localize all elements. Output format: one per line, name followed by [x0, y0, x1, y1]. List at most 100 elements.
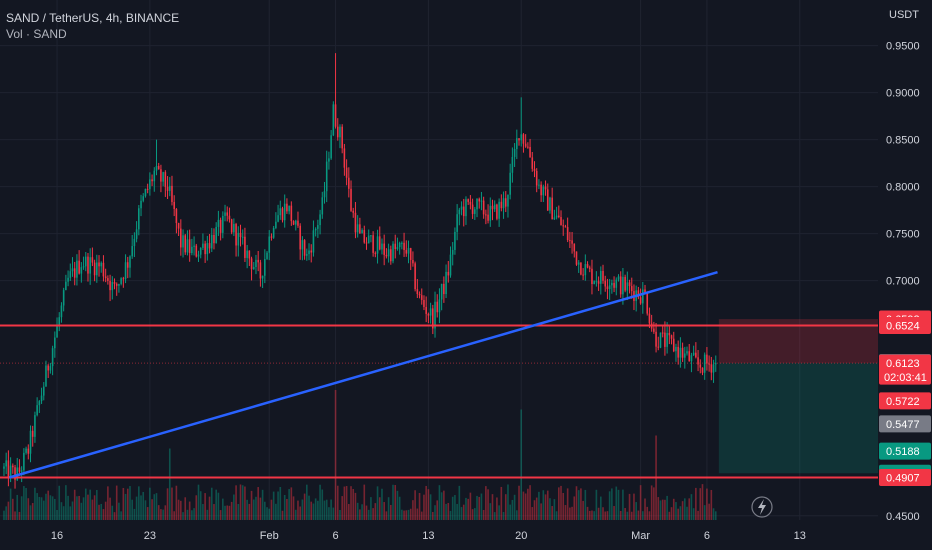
candle[interactable] [432, 304, 434, 335]
candle[interactable] [657, 336, 660, 351]
candle[interactable] [580, 262, 582, 276]
candle[interactable] [272, 225, 275, 239]
candle[interactable] [157, 162, 160, 170]
candle[interactable] [582, 268, 584, 281]
candle[interactable] [69, 263, 72, 281]
candle[interactable] [58, 312, 61, 332]
candle[interactable] [356, 215, 359, 238]
candle[interactable] [96, 254, 98, 283]
candle[interactable] [107, 275, 109, 285]
candle[interactable] [513, 143, 516, 167]
candle[interactable] [708, 355, 710, 372]
candle[interactable] [100, 261, 103, 273]
candle[interactable] [80, 262, 83, 283]
candle[interactable] [507, 194, 509, 218]
candle[interactable] [210, 227, 213, 253]
candle[interactable] [491, 199, 494, 221]
candle[interactable] [650, 314, 653, 332]
candle[interactable] [56, 317, 58, 338]
candle[interactable] [670, 334, 673, 345]
candle[interactable] [323, 181, 326, 204]
candle[interactable] [396, 237, 399, 251]
candle[interactable] [312, 220, 315, 257]
candle[interactable] [555, 206, 558, 220]
candle[interactable] [595, 271, 598, 287]
candle[interactable] [372, 231, 374, 257]
candle[interactable] [199, 247, 202, 259]
candle[interactable] [204, 240, 206, 263]
candle[interactable] [151, 174, 153, 187]
candle[interactable] [703, 352, 706, 380]
candle[interactable] [449, 246, 452, 278]
candle[interactable] [332, 101, 335, 137]
candle[interactable] [445, 264, 447, 299]
candle[interactable] [87, 252, 89, 282]
candle[interactable] [222, 211, 224, 239]
candle[interactable] [219, 217, 222, 241]
candle[interactable] [493, 200, 496, 212]
candle[interactable] [195, 243, 198, 258]
candle[interactable] [666, 322, 668, 354]
candle[interactable] [469, 195, 472, 210]
candle[interactable] [387, 243, 390, 263]
time-axis[interactable]: 16 23 Feb 6 13 20 Mar 6 13 [51, 530, 806, 542]
take-profit-zone[interactable] [718, 363, 878, 474]
candle[interactable] [529, 138, 531, 158]
candle[interactable] [653, 321, 655, 334]
candle[interactable] [423, 295, 425, 311]
candle[interactable] [317, 219, 319, 238]
candle[interactable] [504, 191, 507, 213]
candle[interactable] [482, 196, 485, 219]
candle[interactable] [224, 204, 226, 222]
candle[interactable] [341, 124, 343, 154]
candle[interactable] [71, 257, 74, 277]
candle[interactable] [584, 254, 587, 281]
candle[interactable] [429, 302, 432, 324]
candle[interactable] [109, 274, 111, 302]
candle[interactable] [575, 251, 578, 266]
candle[interactable] [129, 255, 131, 278]
candle[interactable] [250, 256, 253, 281]
candle[interactable] [710, 356, 713, 381]
candle[interactable] [255, 254, 257, 275]
candle[interactable] [524, 134, 527, 148]
candle[interactable] [18, 459, 21, 476]
candle[interactable] [314, 227, 317, 237]
candle[interactable] [566, 217, 569, 243]
candle[interactable] [367, 229, 370, 244]
candle[interactable] [701, 367, 704, 376]
candle[interactable] [509, 163, 511, 200]
candle[interactable] [591, 259, 593, 295]
candle[interactable] [540, 181, 542, 202]
candle[interactable] [93, 259, 96, 282]
candle[interactable] [516, 129, 518, 160]
candle[interactable] [354, 201, 357, 239]
candle[interactable] [241, 229, 244, 245]
candle[interactable] [149, 172, 151, 196]
candle[interactable] [467, 198, 469, 205]
candle[interactable] [489, 197, 492, 227]
candle[interactable] [180, 219, 182, 256]
candle[interactable] [642, 281, 644, 314]
candle[interactable] [407, 240, 410, 264]
candle[interactable] [286, 198, 288, 214]
candle[interactable] [635, 285, 637, 312]
candle[interactable] [38, 400, 41, 413]
candle[interactable] [5, 452, 7, 475]
candle[interactable] [330, 130, 332, 160]
candle[interactable] [639, 288, 642, 305]
candle[interactable] [142, 193, 145, 203]
trend-line[interactable] [8, 271, 718, 479]
candle[interactable] [383, 234, 385, 266]
candle[interactable] [133, 232, 136, 258]
candle[interactable] [184, 233, 187, 255]
candle[interactable] [544, 180, 547, 196]
candle[interactable] [699, 359, 702, 374]
candle[interactable] [462, 198, 465, 227]
candle[interactable] [27, 444, 30, 460]
candle[interactable] [613, 276, 615, 293]
candle[interactable] [487, 204, 489, 224]
candle[interactable] [675, 343, 677, 362]
candle[interactable] [292, 220, 295, 226]
candle[interactable] [688, 344, 691, 362]
